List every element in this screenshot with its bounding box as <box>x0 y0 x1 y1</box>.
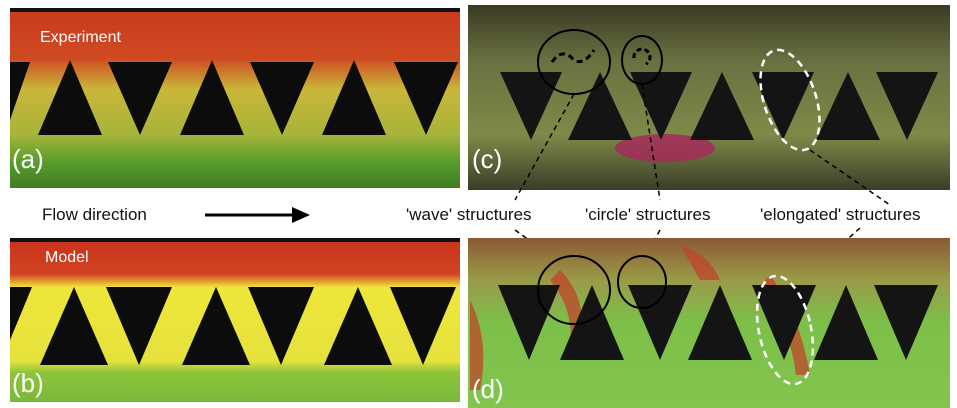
annotation: 'elongated' structures <box>760 205 921 224</box>
arrow-head <box>292 207 310 223</box>
annotation: 'circle' structures <box>585 205 711 224</box>
panel-label: (b) <box>12 368 44 398</box>
wall <box>10 238 460 242</box>
flow-label: Flow direction <box>42 205 147 224</box>
panel-a: Experiment (a) <box>10 8 460 188</box>
annotation: 'wave' structures <box>406 205 532 224</box>
panel-b: Model (b) <box>10 238 460 402</box>
panel-c: (c) <box>468 5 950 190</box>
panel-d: (d) <box>468 238 950 408</box>
wall <box>10 8 460 12</box>
panel-label: (c) <box>472 144 502 174</box>
figure: Experiment (a) Flow direction Model (b) <box>0 0 957 408</box>
panel-label: (a) <box>12 144 44 174</box>
panel-tag: Model <box>45 249 89 266</box>
panel-tag: Experiment <box>40 29 121 46</box>
panel-label: (d) <box>472 374 504 404</box>
